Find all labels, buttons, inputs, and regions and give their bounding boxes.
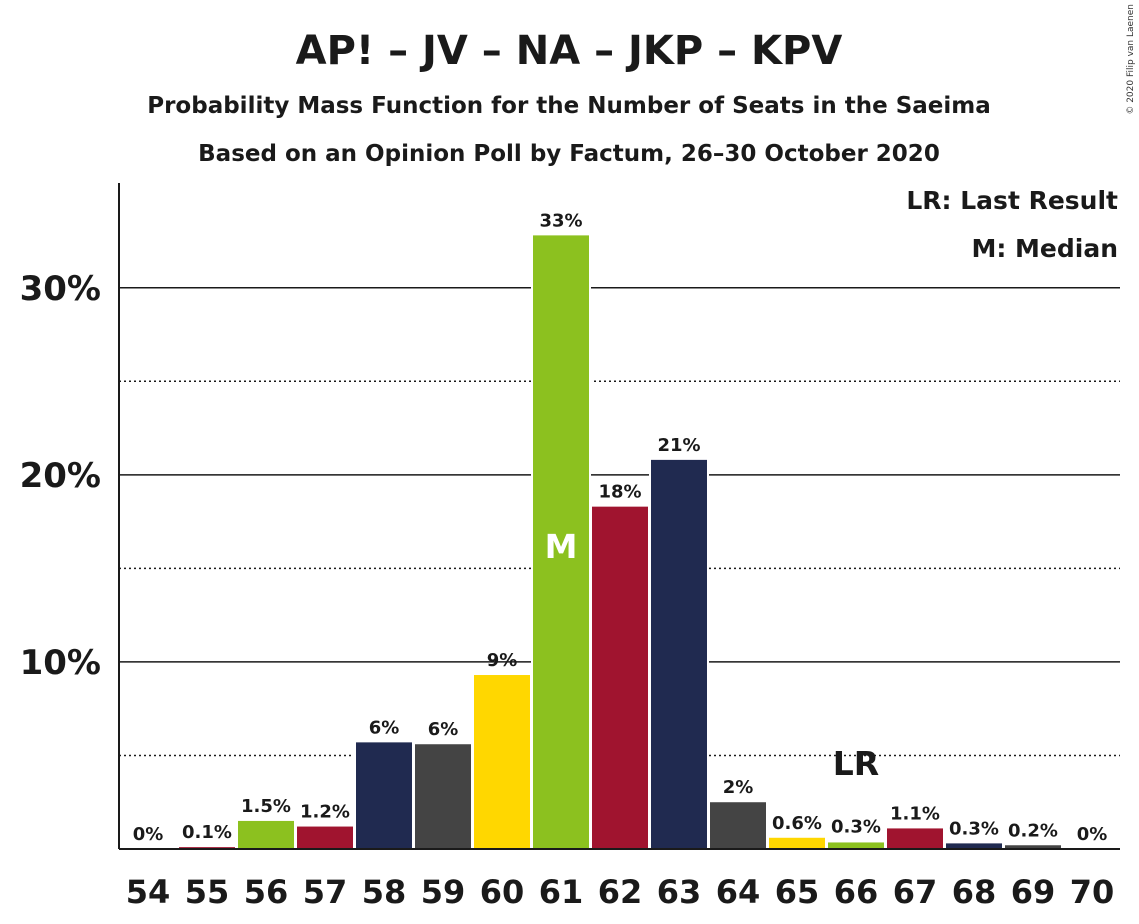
x-tick-label: 62 — [598, 873, 643, 911]
chart-subtitle: Probability Mass Function for the Number… — [147, 93, 991, 119]
data-label-57: 1.2% — [300, 802, 350, 823]
data-label-63: 21% — [657, 435, 700, 456]
median-marker: M — [545, 527, 578, 566]
y-tick-label: 20% — [20, 456, 101, 496]
data-label-66: 0.3% — [831, 816, 881, 837]
data-label-56: 1.5% — [241, 796, 291, 817]
data-label-59: 6% — [428, 719, 459, 740]
data-label-69: 0.2% — [1008, 820, 1058, 841]
data-label-60: 9% — [487, 650, 518, 671]
y-tick-label: 10% — [20, 643, 101, 683]
bar-seats-65 — [769, 837, 825, 849]
x-tick-label: 56 — [244, 873, 289, 911]
bar-seats-59 — [415, 744, 471, 849]
bar-seats-61 — [533, 235, 589, 849]
x-tick-label: 69 — [1011, 873, 1056, 911]
copyright-notice: © 2020 Filip van Laenen — [1126, 4, 1136, 115]
data-label-61: 33% — [539, 210, 582, 231]
data-label-67: 1.1% — [890, 803, 940, 824]
x-tick-label: 59 — [421, 873, 466, 911]
bar-seats-67 — [887, 828, 943, 849]
chart-source: Based on an Opinion Poll by Factum, 26–3… — [198, 141, 940, 167]
legend-median: M: Median — [971, 234, 1118, 263]
last-result-marker: LR — [833, 744, 879, 783]
y-tick-label: 30% — [20, 269, 101, 309]
bar-seats-63 — [651, 459, 707, 849]
x-tick-label: 61 — [539, 873, 584, 911]
bar-gap — [177, 845, 237, 849]
x-tick-label: 63 — [657, 873, 702, 911]
x-tick-label: 55 — [185, 873, 230, 911]
x-tick-label: 70 — [1070, 873, 1115, 911]
x-tick-label: 54 — [126, 873, 171, 911]
chart-title: AP! – JV – NA – JKP – KPV — [296, 28, 843, 74]
data-label-62: 18% — [598, 482, 641, 503]
bar-seats-56 — [238, 820, 294, 849]
data-label-58: 6% — [369, 717, 400, 738]
data-label-70: 0% — [1077, 824, 1108, 845]
x-axis-ticks: 54 55 56 57 58 59 60 61 62 63 64 65 66 67 68 69 70 — [126, 873, 1115, 911]
bar-seats-69 — [1005, 845, 1061, 849]
x-tick-label: 68 — [952, 873, 997, 911]
bar-seats-64 — [710, 802, 766, 849]
bars — [177, 233, 1063, 849]
data-label-68: 0.3% — [949, 818, 999, 839]
bar-seats-62 — [592, 506, 648, 849]
bar-seats-60 — [474, 675, 530, 849]
data-label-54: 0% — [133, 824, 164, 845]
bar-seats-58 — [356, 742, 412, 849]
data-label-55: 0.1% — [182, 822, 232, 843]
bar-seats-57 — [297, 826, 353, 849]
legend-last-result: LR: Last Result — [906, 186, 1118, 215]
data-labels: 0% 0.1% 1.5% 1.2% 6% 6% 9% 33% 18% 21% 2% 0.6% 0.3% 1… — [133, 210, 1108, 845]
x-tick-label: 67 — [893, 873, 938, 911]
y-axis-ticks: 10% 20% 30% — [20, 269, 101, 683]
data-label-64: 2% — [723, 777, 754, 798]
x-tick-label: 60 — [480, 873, 525, 911]
x-tick-label: 58 — [362, 873, 407, 911]
x-tick-label: 57 — [303, 873, 348, 911]
bar-seats-68 — [946, 843, 1002, 849]
bar-seats-66 — [828, 842, 884, 849]
x-tick-label: 65 — [775, 873, 820, 911]
x-tick-label: 64 — [716, 873, 761, 911]
data-label-65: 0.6% — [772, 813, 822, 834]
x-tick-label: 66 — [834, 873, 879, 911]
